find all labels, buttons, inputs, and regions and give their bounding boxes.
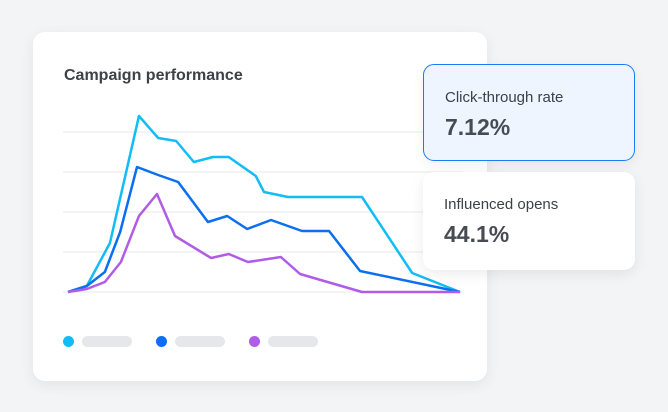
legend-label-placeholder <box>175 336 225 347</box>
legend-dot <box>249 336 260 347</box>
legend-dot <box>63 336 74 347</box>
metric-label: Influenced opens <box>444 196 559 213</box>
series-line-2 <box>67 192 460 294</box>
line-chart <box>63 114 463 294</box>
legend-item <box>156 336 225 347</box>
legend-item <box>63 336 132 347</box>
legend-label-placeholder <box>268 336 318 347</box>
series-line-0 <box>67 114 461 294</box>
legend-label-placeholder <box>82 336 132 347</box>
metric-card-click-through-rate[interactable]: Click-through rate 7.12% <box>423 64 635 161</box>
legend <box>63 336 318 347</box>
chart-card: Campaign performance <box>33 32 487 381</box>
chart-title: Campaign performance <box>64 67 243 84</box>
metric-value: 44.1% <box>444 221 510 247</box>
metric-card-influenced-opens[interactable]: Influenced opens 44.1% <box>423 172 635 270</box>
legend-dot <box>156 336 167 347</box>
series-line-1 <box>67 165 461 294</box>
metric-value: 7.12% <box>445 114 511 140</box>
metric-label: Click-through rate <box>445 89 564 106</box>
legend-item <box>249 336 318 347</box>
